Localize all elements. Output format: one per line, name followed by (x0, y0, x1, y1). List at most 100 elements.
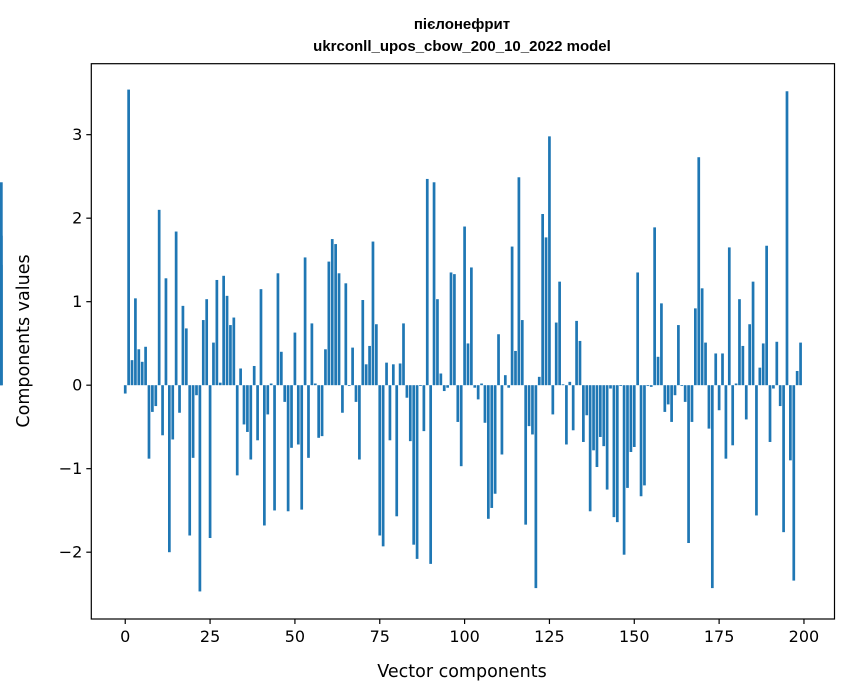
bar-162 (673, 385, 677, 396)
bar-104 (476, 385, 480, 400)
bar-134 (578, 340, 582, 386)
bar-97 (453, 274, 456, 386)
bar-55 (310, 323, 314, 386)
bar-111 (500, 385, 504, 455)
bar-3 (134, 298, 137, 386)
bar-47 (283, 385, 287, 402)
bar-33 (235, 385, 239, 476)
bar-59 (324, 349, 327, 386)
bar-15 (174, 231, 178, 386)
bar-189 (765, 245, 768, 386)
bar-106 (483, 385, 487, 423)
bar-36 (246, 385, 249, 432)
bar-84 (408, 385, 412, 442)
bar-166 (687, 385, 690, 544)
bar-151 (636, 272, 640, 386)
bar-197 (792, 385, 796, 581)
bar-159 (663, 385, 667, 412)
y-tick-label: 1 (72, 292, 82, 311)
bar-147 (622, 385, 626, 555)
bar-93 (439, 373, 443, 386)
y-tick-label: 3 (72, 125, 82, 144)
bar-110 (497, 334, 500, 386)
x-tick-label: 125 (534, 627, 565, 646)
bar-186 (755, 385, 758, 516)
bar-18 (184, 328, 188, 386)
chart-title: пієлонефрит (414, 16, 510, 33)
bar-117 (520, 320, 524, 386)
bar-149 (629, 385, 633, 452)
bar-29 (222, 275, 225, 386)
bar-34 (239, 368, 242, 386)
bar-70 (361, 300, 365, 386)
bar-138 (592, 385, 595, 451)
bar-137 (588, 385, 592, 512)
bar-190 (768, 385, 772, 442)
bar-14 (171, 385, 175, 440)
bar-16 (178, 385, 181, 413)
bar-32 (232, 317, 236, 386)
bar-126 (551, 385, 555, 415)
y-tick-label: −2 (59, 543, 83, 562)
bar-58 (320, 385, 324, 437)
bar-12 (164, 278, 168, 386)
bar-121 (534, 385, 538, 589)
bar-67 (351, 347, 354, 386)
bar-127 (554, 322, 558, 386)
bar-94 (442, 385, 446, 392)
bar-undefined (0, 182, 3, 386)
bar-77 (385, 362, 388, 386)
bar-132 (571, 385, 575, 431)
bar-10 (157, 209, 161, 386)
bar-102 (470, 267, 473, 386)
bar-103 (473, 385, 477, 388)
x-tick-label: 150 (619, 627, 650, 646)
bar-65 (344, 283, 348, 386)
bar-165 (683, 385, 687, 402)
x-tick-label: 25 (200, 627, 220, 646)
bar-76 (381, 385, 385, 547)
bar-90 (429, 385, 433, 564)
bar-124 (544, 237, 548, 386)
bar-31 (229, 325, 232, 386)
bar-130 (565, 385, 568, 445)
bar-140 (598, 385, 602, 437)
bar-139 (595, 385, 599, 468)
bar-119 (527, 385, 531, 427)
bar-51 (296, 385, 300, 445)
bar-42 (266, 385, 270, 415)
bar-135 (582, 385, 585, 442)
x-tick-label: 200 (789, 627, 820, 646)
bar-74 (375, 324, 378, 386)
bar-128 (558, 281, 561, 386)
bar-176 (721, 353, 724, 386)
bar-43 (269, 383, 273, 386)
bar-171 (704, 342, 707, 386)
bar-173 (710, 385, 714, 589)
bar-63 (337, 273, 341, 386)
bar-161 (670, 385, 673, 422)
bar-61 (330, 239, 334, 386)
bar-95 (446, 385, 449, 388)
bar-116 (517, 177, 521, 386)
bar-72 (368, 345, 371, 386)
bar-83 (405, 385, 409, 398)
bar-1 (127, 89, 130, 386)
bar-92 (436, 299, 439, 386)
bar-2 (130, 360, 134, 386)
bar-4 (137, 349, 141, 386)
bar-13 (168, 385, 171, 553)
bar-175 (717, 385, 721, 411)
x-tick-label: 0 (120, 627, 130, 646)
bar-89 (425, 178, 429, 386)
bar-179 (731, 385, 735, 446)
bar-185 (751, 281, 755, 386)
bar-96 (449, 272, 453, 386)
bar-75 (378, 385, 382, 536)
bar-22 (198, 385, 202, 592)
bar-187 (758, 367, 762, 386)
bar-105 (480, 383, 483, 386)
bar-6 (144, 346, 147, 386)
bar-52 (300, 385, 304, 510)
